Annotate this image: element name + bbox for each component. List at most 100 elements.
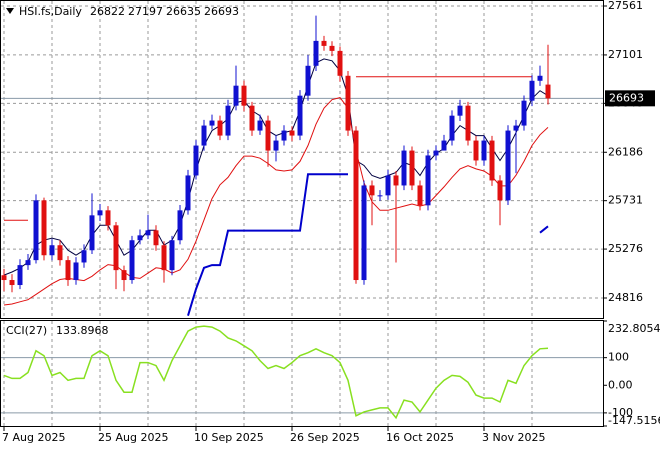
ohlc-open: 26822 — [90, 5, 125, 18]
x-tick-label: 3 Nov 2025 — [482, 431, 545, 444]
candle-body — [289, 130, 295, 136]
cci-title: CCI(27) — [6, 324, 47, 337]
candle-body — [377, 195, 383, 197]
ohlc-close: 26693 — [204, 5, 239, 18]
candle-body — [265, 120, 271, 151]
candle-body — [201, 125, 207, 146]
candle-body — [17, 265, 23, 286]
y-tick-label: -100 — [608, 406, 633, 419]
main-frame — [0, 0, 604, 319]
candle-body — [249, 105, 255, 131]
candle-body — [505, 130, 511, 201]
cci-frame — [0, 320, 604, 427]
x-tick-label: 26 Sep 2025 — [290, 431, 360, 444]
candle-body — [121, 270, 127, 281]
candle-body — [49, 245, 55, 256]
candle-body — [313, 40, 319, 66]
candle-body — [337, 50, 343, 76]
candle-body — [129, 240, 135, 281]
indicator-line — [3, 97, 549, 306]
candle-body — [465, 105, 471, 141]
candle-body — [225, 105, 231, 136]
y-tick-label: 25276 — [608, 242, 643, 255]
candle-body — [161, 245, 167, 271]
candle-body — [361, 185, 367, 281]
candle-body — [545, 84, 551, 99]
y-tick-label: 27561 — [608, 0, 643, 12]
candle-body — [425, 155, 431, 206]
candle-body — [385, 175, 391, 196]
x-tick-label: 25 Aug 2025 — [98, 431, 168, 444]
candle-body — [409, 150, 415, 186]
candle-body — [233, 85, 239, 106]
y-tick-label: 100 — [608, 351, 629, 364]
candle-body — [177, 210, 183, 241]
candle-body — [401, 150, 407, 186]
candle-body — [41, 200, 47, 256]
candle-body — [393, 175, 399, 186]
ohlc-high: 27197 — [128, 5, 163, 18]
candle-body — [185, 175, 191, 211]
candle-body — [345, 75, 351, 131]
candle-body — [57, 245, 63, 261]
candle-body — [521, 100, 527, 126]
candle-body — [97, 210, 103, 216]
candle-body — [113, 225, 119, 271]
candle-body — [537, 75, 543, 81]
last-price-box — [605, 90, 655, 107]
candle-body — [297, 95, 303, 136]
candle-body — [457, 105, 463, 116]
indicator-line — [4, 76, 532, 221]
candle-body — [65, 260, 71, 281]
candle-body — [273, 140, 279, 151]
candle-body — [417, 185, 423, 206]
last-price-label: 26693 — [609, 91, 644, 104]
y-tick-label: 25731 — [608, 194, 643, 207]
candle-body — [481, 140, 487, 161]
candle-body — [257, 120, 263, 131]
candle-body — [449, 115, 455, 141]
candle-body — [33, 200, 39, 261]
candle-body — [369, 185, 375, 196]
candle-body — [217, 120, 223, 136]
candle-body — [137, 235, 143, 241]
y-tick-label: 0.00 — [608, 378, 633, 391]
menu-arrow — [6, 8, 14, 14]
ohlc-low: 26635 — [166, 5, 201, 18]
candle-body — [441, 140, 447, 151]
candle-body — [281, 130, 287, 141]
x-tick-label: 7 Aug 2025 — [2, 431, 65, 444]
symbol-title: HSI.fs,Daily — [19, 5, 82, 18]
cci-line — [3, 325, 549, 420]
indicator-line — [187, 173, 549, 316]
y-tick-label: 26186 — [608, 145, 643, 158]
candle-body — [145, 230, 151, 236]
x-tick-label: 16 Oct 2025 — [386, 431, 454, 444]
candle-body — [1, 275, 7, 281]
candle-body — [153, 230, 159, 246]
candle-body — [209, 120, 215, 126]
y-tick-label: 232.8054 — [608, 322, 660, 335]
candle-body — [9, 280, 15, 286]
y-tick-label: 24816 — [608, 291, 643, 304]
x-tick-label: 10 Sep 2025 — [194, 431, 264, 444]
candle-body — [73, 262, 79, 281]
candle-body — [105, 210, 111, 226]
candle-body — [81, 250, 87, 263]
candle-body — [513, 125, 519, 131]
candle-body — [193, 145, 199, 176]
indicator-line — [3, 58, 549, 276]
candle-body — [473, 140, 479, 161]
candle-body — [353, 130, 359, 281]
candle-body — [497, 180, 503, 201]
candle-body — [89, 215, 95, 251]
candle-body — [489, 140, 495, 181]
candle-body — [433, 150, 439, 156]
candle-body — [241, 85, 247, 106]
candle-body — [329, 45, 335, 51]
candle-body — [529, 80, 535, 101]
cci-value: 133.8968 — [56, 324, 109, 337]
y-tick-label: 27101 — [608, 48, 643, 61]
y-tick-label: -147.5156 — [608, 414, 660, 427]
